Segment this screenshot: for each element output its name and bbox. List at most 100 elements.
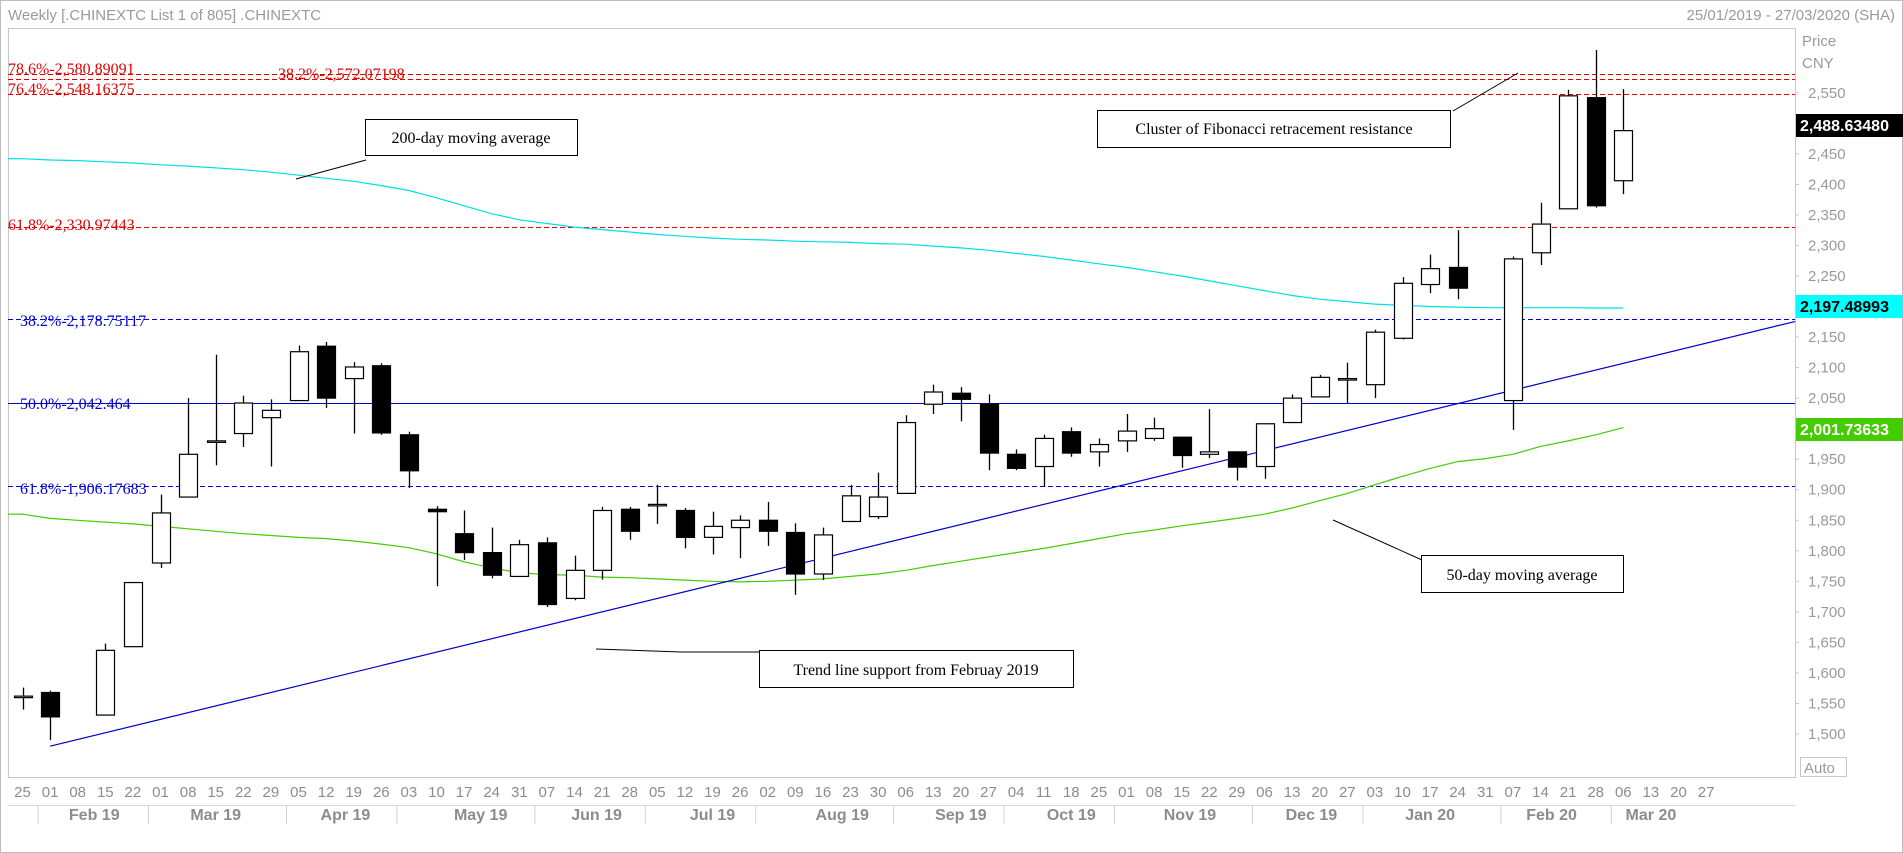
auto-scale-button[interactable]: [1800, 757, 1847, 777]
candle-up: [1365, 331, 1386, 386]
x-month-label: May 19: [454, 807, 507, 824]
x-day-label: 03: [1367, 784, 1384, 801]
date-range: 25/01/2019 - 27/03/2020 (SHA): [1687, 7, 1895, 24]
x-day-label: 23: [842, 784, 859, 801]
x-month-label: Jun 19: [571, 807, 622, 824]
candle-up: [868, 496, 889, 518]
candle-up: [1034, 437, 1055, 468]
candle-down: [371, 365, 392, 434]
x-day-label: 06: [897, 784, 914, 801]
x-day-label: 14: [1532, 784, 1549, 801]
x-day-label: 24: [483, 784, 500, 801]
ma200-value-tag: [1796, 295, 1903, 318]
candle-up: [1089, 443, 1110, 453]
fib-500-blue-label: 50.0%-2,042.464: [20, 396, 131, 413]
x-month-label: Sep 19: [935, 807, 987, 824]
x-day-label: 13: [1643, 784, 1660, 801]
y-tick-label: 1,900: [1808, 482, 1846, 499]
candle-down: [979, 403, 1000, 454]
fib-786-label: 78.6%-2,580.89091: [8, 61, 135, 78]
x-day-label: 28: [1587, 784, 1604, 801]
y-tick-label: 1,700: [1808, 604, 1846, 621]
candle-down: [785, 531, 806, 575]
x-day-label: 09: [787, 784, 804, 801]
candle-up: [233, 402, 254, 435]
candle-up: [923, 391, 944, 405]
x-day-label: 27: [980, 784, 997, 801]
y-tick-label: 1,600: [1808, 665, 1846, 682]
candle-down: [675, 509, 696, 538]
y-tick-label: 2,250: [1808, 268, 1846, 285]
x-month-label: Apr 19: [321, 807, 371, 824]
ma200-callout-line: [295, 159, 367, 180]
x-day-label: 20: [1670, 784, 1687, 801]
y-tick-label: 2,400: [1808, 176, 1846, 193]
x-day-label: 27: [1698, 784, 1715, 801]
candle-up: [206, 440, 227, 443]
y-axis-ticks: 2,5502,5002,4502,4002,3502,3002,2502,200…: [1795, 85, 1846, 743]
ma50-callout-box: [1421, 555, 1624, 593]
y-tick-label: 1,500: [1808, 726, 1846, 743]
candle-up: [1117, 430, 1138, 442]
candle-down: [537, 542, 558, 606]
y-tick-label: 1,950: [1808, 451, 1846, 468]
x-day-label: 05: [290, 784, 307, 801]
chart-title: Weekly [.CHINEXTC List 1 of 805] .CHINEX…: [8, 7, 321, 24]
x-day-label: 13: [925, 784, 942, 801]
x-day-label: 03: [401, 784, 418, 801]
x-day-label: 07: [1505, 784, 1522, 801]
candle-up: [1503, 258, 1524, 402]
x-day-label: 14: [566, 784, 583, 801]
candle-up: [151, 512, 172, 564]
x-month-label: Aug 19: [816, 807, 869, 824]
x-month-label: Oct 19: [1047, 807, 1096, 824]
candle-up: [1144, 428, 1165, 440]
y-tick-label: 1,850: [1808, 512, 1846, 529]
candle-down: [427, 508, 448, 513]
candle-down: [454, 533, 475, 554]
candle-up: [13, 695, 34, 699]
y-tick-label: 2,150: [1808, 329, 1846, 346]
candle-up: [647, 503, 668, 507]
x-day-label: 20: [1311, 784, 1328, 801]
x-month-label: Feb 19: [69, 807, 120, 824]
candle-up: [1255, 423, 1276, 468]
ma50-callout-line: [1332, 519, 1423, 561]
x-day-label: 31: [511, 784, 528, 801]
last-price-tag: [1796, 114, 1903, 137]
candle-up: [813, 534, 834, 575]
candle-up: [896, 421, 917, 494]
x-day-label: 02: [759, 784, 776, 801]
x-day-label: 08: [1146, 784, 1163, 801]
y-tick-label: 1,650: [1808, 634, 1846, 651]
y-tick-label: 2,050: [1808, 390, 1846, 407]
x-day-label: 31: [1477, 784, 1494, 801]
fib-618-top-label: 61.8%-2,330.97443: [8, 217, 135, 234]
x-day-label: 26: [732, 784, 749, 801]
x-day-label: 18: [1063, 784, 1080, 801]
x-day-label: 10: [1394, 784, 1411, 801]
candle-up: [730, 519, 751, 529]
x-month-label: Mar 19: [190, 807, 241, 824]
trend-callout-text: Trend line support from Februay 2019: [793, 662, 1038, 679]
x-day-label: 15: [207, 784, 224, 801]
candle-up: [289, 351, 310, 402]
x-day-label: 07: [539, 784, 556, 801]
y-tick-label: 1,800: [1808, 543, 1846, 560]
candle-up: [344, 366, 365, 380]
trend-callout-line: [595, 648, 760, 653]
x-axis: 25 01 08 15 22 01 08 15 22 29 05 12 19 26 03 10 17 24 31 07…: [8, 784, 1795, 824]
x-day-label: 19: [345, 784, 362, 801]
candle-up: [703, 525, 724, 538]
ma200-callout-text: 200-day moving average: [391, 130, 550, 147]
candle-up: [1613, 130, 1634, 182]
x-day-label: 24: [1449, 784, 1466, 801]
x-day-label: 27: [1339, 784, 1356, 801]
x-day-label: 29: [263, 784, 280, 801]
x-month-label: Jan 20: [1405, 807, 1455, 824]
x-month-label: Mar 20: [1626, 807, 1677, 824]
x-month-label: Nov 19: [1164, 807, 1217, 824]
ma50-value: 2,001.73633: [1800, 422, 1889, 439]
